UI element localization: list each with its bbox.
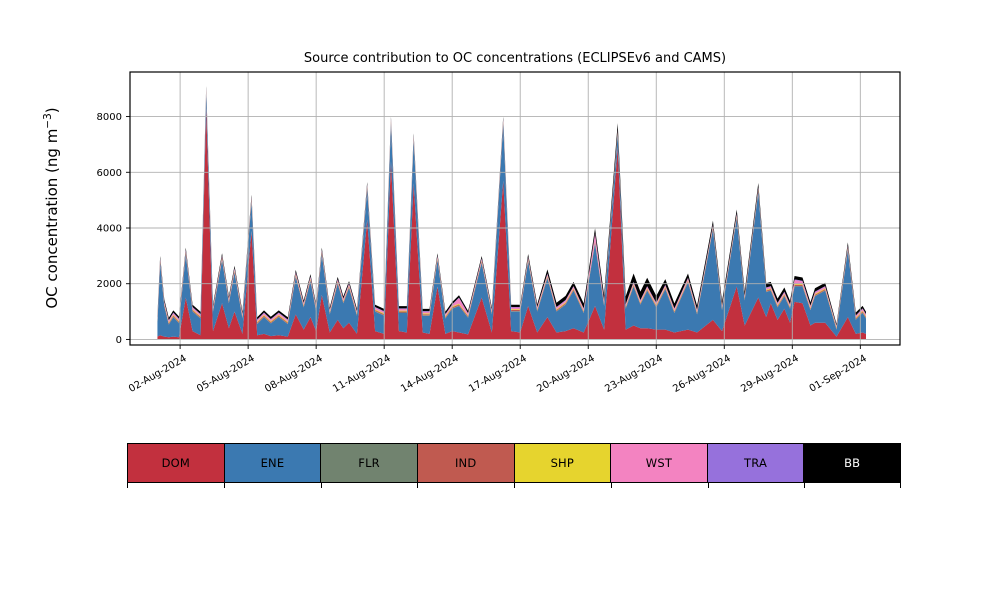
area-ene: [157, 92, 866, 338]
y-tick-label: 8000: [97, 112, 122, 123]
x-tick-label: 11-Aug-2024: [331, 353, 393, 395]
legend-item-label: ENE: [260, 456, 285, 470]
axis-ticks: [126, 116, 861, 349]
legend-axis-tick: [610, 483, 612, 488]
legend-item-flr: FLR: [320, 443, 418, 483]
x-tick-label: 02-Aug-2024: [127, 353, 189, 395]
y-axis-label: OC concentration (ng m−3): [42, 107, 61, 308]
legend-item-ind: IND: [416, 443, 515, 483]
plot-frame: [129, 71, 901, 346]
legend-item-label: IND: [454, 456, 477, 470]
y-tick-label: 0: [116, 335, 122, 346]
legend-item-label: BB: [844, 456, 861, 470]
legend-item-label: DOM: [161, 456, 191, 470]
y-axis-label-main: OC concentration (ng m: [43, 129, 61, 309]
y-tick-label: 6000: [97, 168, 122, 179]
y-tick-label: 4000: [97, 224, 122, 235]
legend-item-label: WST: [645, 456, 673, 470]
legend-item-label: FLR: [358, 456, 380, 470]
x-tick-label: 08-Aug-2024: [263, 353, 325, 395]
legend-item-ene: ENE: [223, 443, 322, 483]
legend-axis-tick: [707, 483, 709, 488]
legend-axis-tick: [223, 483, 225, 488]
x-tick-label: 23-Aug-2024: [603, 353, 665, 395]
legend-axis-tick: [417, 483, 419, 488]
oc-stackplot-chart: 02-Aug-2024 05-Aug-2024 08-Aug-2024 11-Aug-…: [42, 51, 901, 395]
y-axis-label-close: ): [43, 107, 61, 113]
y-axis-label-superscript: −3: [42, 113, 54, 128]
legend-axis-tick: [514, 483, 515, 488]
x-tick-label: 05-Aug-2024: [195, 353, 257, 395]
legend-axis-tick: [804, 483, 806, 488]
area-dom: [157, 108, 866, 340]
stacked-areas: [157, 86, 866, 340]
legend-item-dom: DOM: [127, 443, 225, 483]
x-tick-label: 26-Aug-2024: [671, 353, 733, 395]
legend: DOM ENE FLR IND SHP WST TRA BB: [127, 443, 901, 483]
legend-item-tra: TRA: [706, 443, 805, 483]
chart-title: Source contribution to OC concentrations…: [304, 51, 726, 66]
legend-item-shp: SHP: [513, 443, 612, 483]
x-tick-label: 17-Aug-2024: [467, 353, 529, 395]
legend-item-label: SHP: [550, 456, 575, 470]
x-tick-label: 01-Sep-2024: [808, 353, 869, 395]
x-tick-label: 14-Aug-2024: [399, 353, 461, 395]
legend-item-label: TRA: [744, 456, 768, 470]
x-tick-label: 29-Aug-2024: [739, 353, 801, 395]
legend-axis-tick: [900, 483, 901, 488]
legend-axis-ticks: [127, 483, 901, 489]
legend-item-wst: WST: [610, 443, 708, 483]
legend-axis-tick: [127, 483, 128, 488]
gridlines: [130, 72, 900, 345]
legend-axis-tick: [320, 483, 322, 488]
y-tick-label: 2000: [97, 279, 122, 290]
legend-item-bb: BB: [803, 443, 901, 483]
x-tick-label: 20-Aug-2024: [535, 353, 597, 395]
